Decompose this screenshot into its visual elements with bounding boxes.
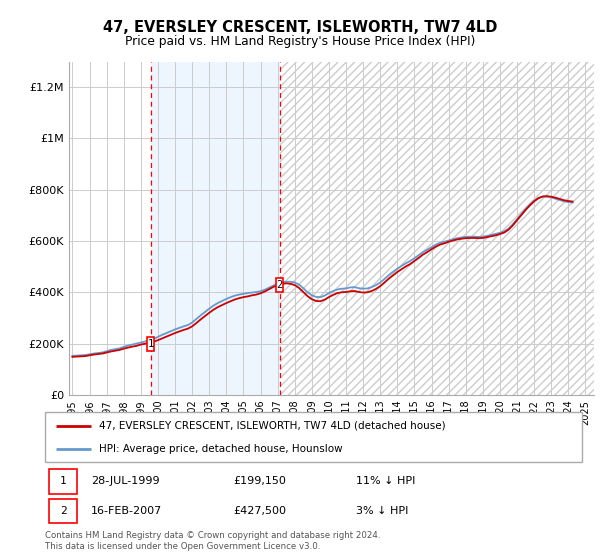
Text: 28-JUL-1999: 28-JUL-1999: [91, 477, 159, 487]
Bar: [49, 499, 77, 523]
Bar: [280, 62, 594, 395]
Text: Contains HM Land Registry data © Crown copyright and database right 2024.: Contains HM Land Registry data © Crown c…: [45, 531, 380, 540]
Text: 1: 1: [148, 339, 154, 349]
Text: HPI: Average price, detached house, Hounslow: HPI: Average price, detached house, Houn…: [98, 445, 343, 454]
Text: 3% ↓ HPI: 3% ↓ HPI: [356, 506, 409, 516]
Text: 2: 2: [277, 280, 283, 290]
Text: £199,150: £199,150: [233, 477, 286, 487]
Bar: [277, 278, 283, 292]
Text: 2: 2: [60, 506, 67, 516]
Text: 11% ↓ HPI: 11% ↓ HPI: [356, 477, 416, 487]
Text: 47, EVERSLEY CRESCENT, ISLEWORTH, TW7 4LD (detached house): 47, EVERSLEY CRESCENT, ISLEWORTH, TW7 4L…: [98, 421, 445, 431]
Text: 1: 1: [60, 477, 67, 487]
Bar: [151, 62, 280, 395]
Text: Price paid vs. HM Land Registry's House Price Index (HPI): Price paid vs. HM Land Registry's House …: [125, 35, 475, 48]
Text: £427,500: £427,500: [233, 506, 286, 516]
Bar: [148, 337, 154, 351]
Text: 16-FEB-2007: 16-FEB-2007: [91, 506, 162, 516]
Text: This data is licensed under the Open Government Licence v3.0.: This data is licensed under the Open Gov…: [45, 542, 320, 550]
Bar: [49, 469, 77, 494]
Text: 47, EVERSLEY CRESCENT, ISLEWORTH, TW7 4LD: 47, EVERSLEY CRESCENT, ISLEWORTH, TW7 4L…: [103, 20, 497, 35]
